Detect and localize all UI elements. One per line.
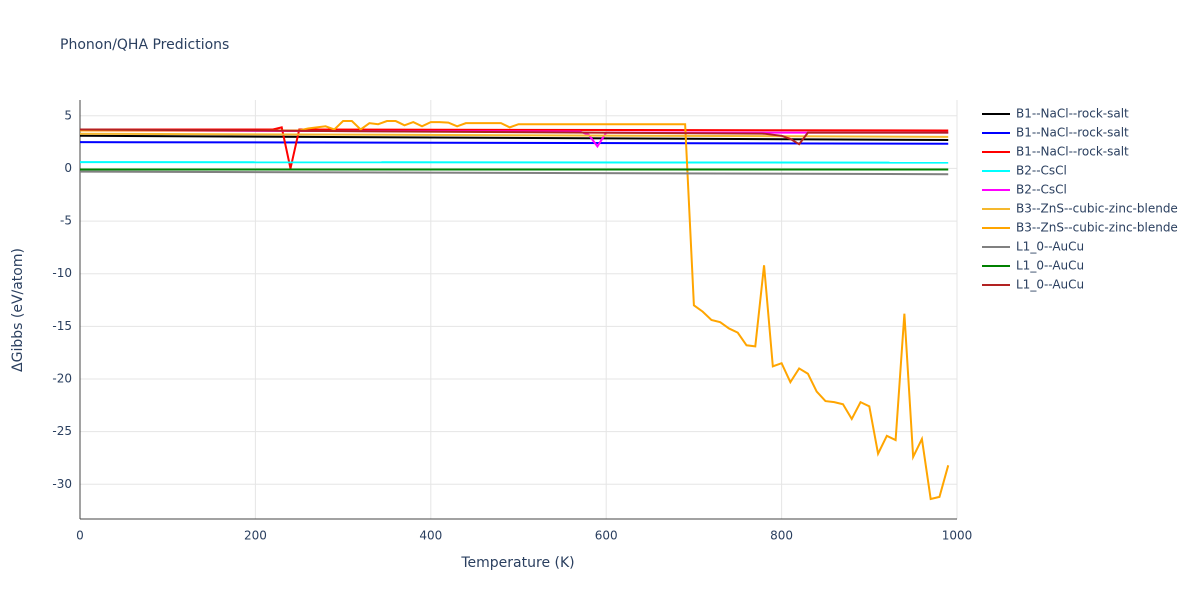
y-tick-label: -25: [52, 424, 72, 438]
y-tick-label: -5: [60, 214, 72, 228]
chart-title: Phonon/QHA Predictions: [60, 37, 229, 53]
legend-label: L1_0--AuCu: [1016, 240, 1084, 254]
legend-label: B1--NaCl--rock-salt: [1016, 145, 1129, 159]
legend-label: B2--CsCl: [1016, 183, 1067, 197]
y-tick-label: -30: [52, 477, 72, 491]
y-tick-label: -10: [52, 266, 72, 280]
y-tick-label: -15: [52, 319, 72, 333]
y-tick-label: 0: [64, 161, 72, 175]
x-axis-label: Temperature (K): [460, 555, 574, 571]
x-tick-label: 600: [595, 529, 618, 543]
legend-label: B3--ZnS--cubic-zinc-blende: [1016, 202, 1178, 216]
legend-label: B3--ZnS--cubic-zinc-blende: [1016, 221, 1178, 235]
x-tick-label: 400: [419, 529, 442, 543]
line-series: [80, 120, 950, 501]
legend-label: L1_0--AuCu: [1016, 259, 1084, 273]
x-tick-label: 0: [76, 529, 84, 543]
x-tick-label: 200: [244, 529, 267, 543]
line-series: [79, 170, 949, 176]
line-series: [79, 128, 949, 146]
legend-label: B2--CsCl: [1016, 164, 1067, 178]
legend-label: B1--NaCl--rock-salt: [1016, 126, 1129, 140]
line-series: [79, 161, 949, 164]
x-tick-label: 800: [770, 529, 793, 543]
line-series: [79, 132, 949, 138]
y-axis-label: ΔGibbs (eV/atom): [10, 248, 26, 372]
line-series: [79, 141, 949, 145]
legend-label: L1_0--AuCu: [1016, 278, 1084, 292]
y-tick-label: -20: [52, 371, 72, 385]
y-tick-label: 5: [64, 108, 72, 122]
x-tick-label: 1000: [942, 529, 973, 543]
legend-label: B1--NaCl--rock-salt: [1016, 107, 1129, 121]
